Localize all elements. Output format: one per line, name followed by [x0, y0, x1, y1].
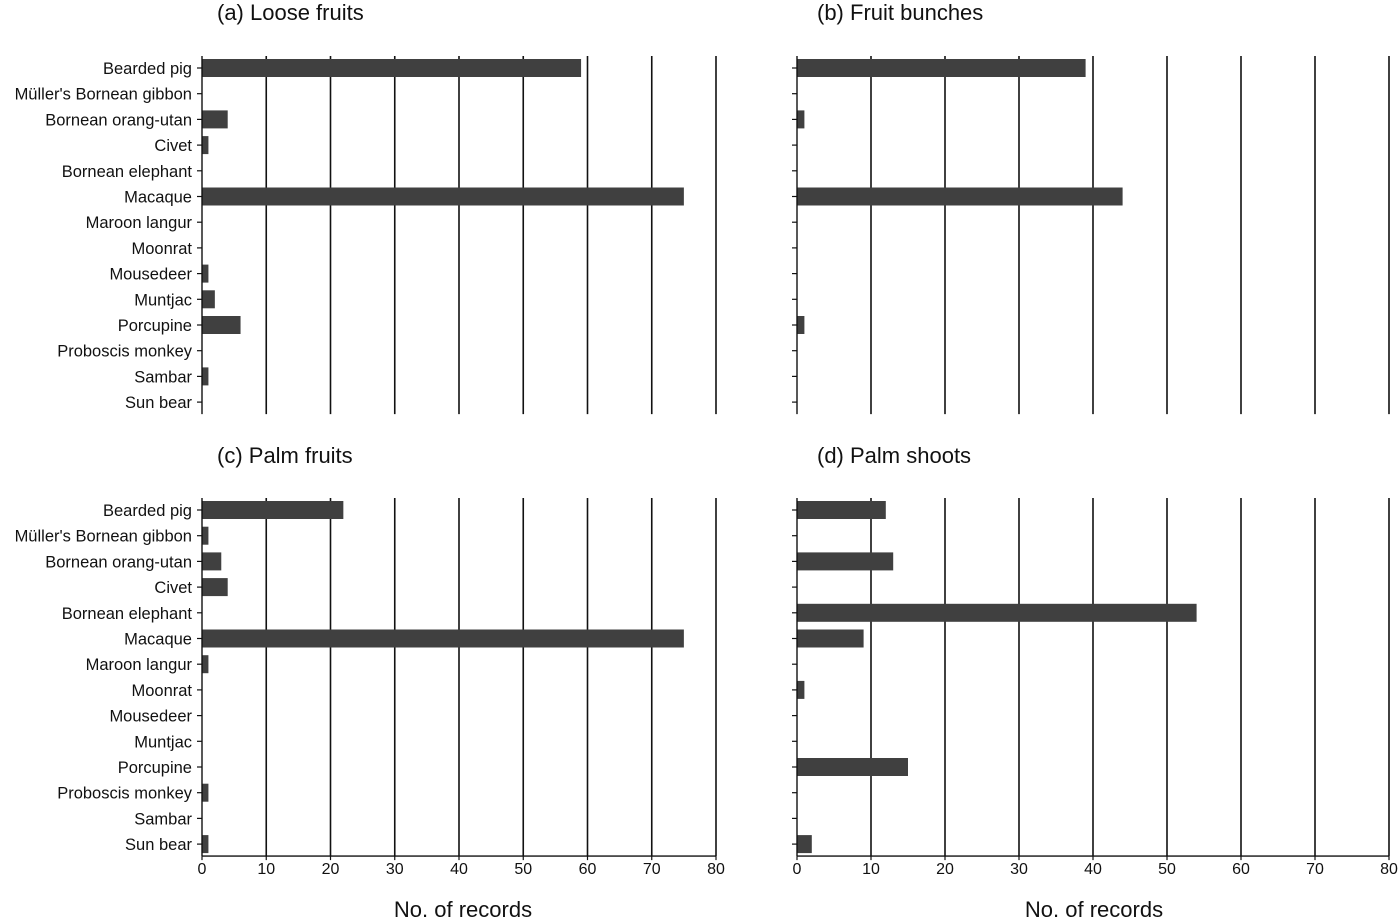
category-label: Macaque [124, 631, 192, 649]
x-tick-label: 0 [793, 861, 802, 878]
bar [797, 187, 1123, 206]
category-label: Proboscis monkey [57, 343, 193, 361]
x-tick-label: 10 [862, 861, 880, 878]
category-label: Porcupine [118, 317, 192, 335]
category-label: Bornean orang-utan [45, 553, 192, 571]
x-tick-label: 50 [514, 861, 532, 878]
bar [202, 110, 228, 129]
x-tick-label: 70 [643, 861, 661, 878]
x-tick-label: 80 [707, 861, 725, 878]
bar [202, 655, 209, 674]
bar [797, 501, 886, 519]
panel-title: (c) Palm fruits [217, 443, 353, 468]
bar [202, 578, 228, 597]
x-tick-label: 10 [257, 861, 275, 878]
bar [202, 316, 241, 334]
bar [797, 316, 805, 334]
x-axis-title: No. of records [394, 897, 532, 922]
panel-palm-fruits: Bearded pig Müller's Bornean gibbon Bornea… [15, 443, 725, 922]
category-label: Bornean elephant [62, 605, 193, 623]
bar [202, 783, 209, 802]
bar [202, 835, 209, 854]
bar [202, 59, 582, 77]
category-label: Sambar [134, 810, 192, 828]
category-label: Bearded pig [103, 502, 192, 520]
bar [797, 110, 805, 129]
category-label: Mousedeer [109, 708, 192, 726]
bar [202, 136, 209, 155]
category-label: Maroon langur [86, 656, 193, 674]
bar [202, 526, 209, 545]
category-label: Civet [154, 137, 192, 155]
bar [797, 59, 1086, 77]
category-label: Bearded pig [103, 60, 192, 78]
category-label: Bornean elephant [62, 163, 193, 181]
category-label: Macaque [124, 189, 192, 207]
bar [202, 367, 209, 386]
category-label: Proboscis monkey [57, 785, 193, 803]
bar [797, 603, 1197, 622]
category-label: Müller's Bornean gibbon [15, 86, 192, 104]
category-label: Moonrat [131, 682, 192, 700]
x-tick-label: 30 [386, 861, 404, 878]
category-label: Civet [154, 579, 192, 597]
bar [797, 629, 864, 648]
x-tick-label: 50 [1158, 861, 1176, 878]
x-tick-label: 80 [1380, 861, 1398, 878]
category-label: Maroon langur [86, 214, 193, 232]
category-label: Muntjac [134, 291, 192, 309]
x-tick-label: 60 [1232, 861, 1250, 878]
bar [797, 552, 894, 571]
category-label: Sun bear [125, 836, 192, 854]
category-label: Sun bear [125, 394, 192, 412]
bar [202, 552, 222, 571]
bar [797, 835, 812, 854]
category-label: Bornean orang-utan [45, 111, 192, 129]
x-tick-label: 40 [1084, 861, 1102, 878]
x-tick-label: 40 [450, 861, 468, 878]
panel-title: (a) Loose fruits [217, 0, 364, 25]
panel-palm-shoots: 0 10 20 30 40 50 60 70 80 (d) Palm shoots No. of r… [792, 443, 1398, 922]
x-axis-title: No. of records [1025, 897, 1163, 922]
category-label: Mousedeer [109, 266, 192, 284]
panel-loose-fruits: Bearded pig Müller's Bornean gibbon Bornea… [15, 0, 717, 415]
x-tick-label: 70 [1306, 861, 1324, 878]
x-tick-label: 30 [1010, 861, 1028, 878]
x-tick-label: 20 [936, 861, 954, 878]
bar [202, 187, 684, 206]
category-label: Moonrat [131, 240, 192, 258]
bar [202, 264, 209, 283]
category-label: Müller's Bornean gibbon [15, 528, 192, 546]
panel-title: (b) Fruit bunches [817, 0, 983, 25]
x-tick-label: 20 [322, 861, 340, 878]
category-label: Muntjac [134, 733, 192, 751]
bar [202, 290, 215, 309]
x-tick-label: 0 [198, 861, 207, 878]
category-label: Porcupine [118, 759, 192, 777]
bar [202, 501, 344, 519]
category-label: Sambar [134, 368, 192, 386]
panel-title: (d) Palm shoots [817, 443, 971, 468]
bar [797, 758, 908, 776]
bar [202, 629, 684, 648]
x-tick-label: 60 [579, 861, 597, 878]
panel-fruit-bunches: (b) Fruit bunches [792, 0, 1390, 415]
bar [797, 680, 805, 699]
